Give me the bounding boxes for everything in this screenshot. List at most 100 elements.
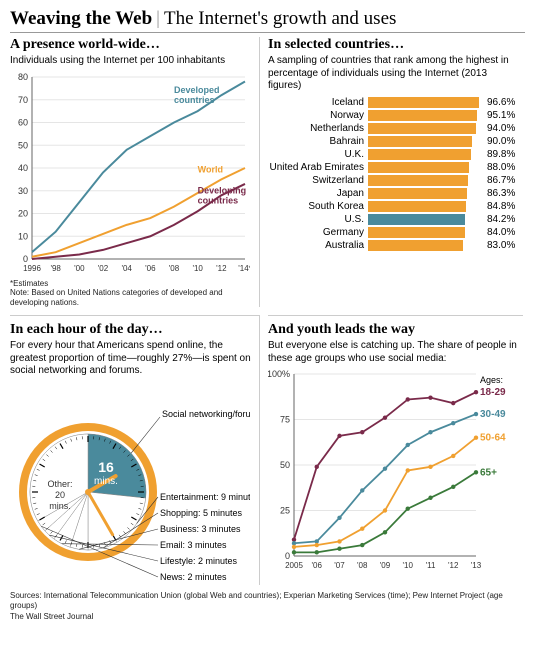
bar-label: Australia <box>268 240 368 251</box>
bar-fill <box>368 149 471 160</box>
bar-fill <box>368 123 476 134</box>
svg-text:Shopping: 5 minutes: Shopping: 5 minutes <box>160 508 243 518</box>
sources: Sources: International Telecommunication… <box>10 591 525 612</box>
svg-text:18-29: 18-29 <box>480 387 506 398</box>
bar-track <box>368 110 483 121</box>
page-header: Weaving the Web | The Internet's growth … <box>10 8 525 33</box>
bar-label: Switzerland <box>268 175 368 186</box>
svg-text:'12: '12 <box>448 561 459 570</box>
svg-text:60: 60 <box>18 117 28 127</box>
svg-text:Developing: Developing <box>198 185 247 195</box>
svg-text:'10: '10 <box>192 264 203 273</box>
panel-c-title: In each hour of the day… <box>10 322 251 338</box>
panel-a-subtitle: Individuals using the Internet per 100 i… <box>10 55 251 68</box>
panel-youth: And youth leads the way But everyone els… <box>268 315 523 585</box>
credit: The Wall Street Journal <box>10 612 525 622</box>
bar-row: South Korea84.8% <box>268 201 523 212</box>
svg-text:'14*: '14* <box>238 264 250 273</box>
bar-row: U.S. 84.2% <box>268 214 523 225</box>
bar-track <box>368 123 483 134</box>
svg-text:'98: '98 <box>50 264 61 273</box>
bar-row: Bahrain90.0% <box>268 136 523 147</box>
svg-text:50: 50 <box>280 460 290 470</box>
bar-track <box>368 97 483 108</box>
svg-text:50: 50 <box>18 140 28 150</box>
bar-row: Australia 83.0% <box>268 240 523 251</box>
svg-text:30: 30 <box>18 185 28 195</box>
svg-text:'08: '08 <box>169 264 180 273</box>
bar-label: U.K. <box>268 149 368 160</box>
svg-text:'06: '06 <box>312 561 323 570</box>
bar-track <box>368 162 483 173</box>
bar-label: Norway <box>268 110 368 121</box>
panel-countries: In selected countries… A sampling of cou… <box>268 37 523 307</box>
bar-label: United Arab Emirates <box>268 162 368 173</box>
bar-track <box>368 201 483 212</box>
svg-text:Email: 3 minutes: Email: 3 minutes <box>160 540 227 550</box>
bar-row: United Arab Emirates 88.0% <box>268 162 523 173</box>
svg-text:'10: '10 <box>403 561 414 570</box>
svg-text:News: 2 minutes: News: 2 minutes <box>160 572 227 582</box>
bar-fill <box>368 240 463 251</box>
svg-text:Social networking/forums: Social networking/forums <box>162 409 250 419</box>
panel-b-subtitle: A sampling of countries that rank among … <box>268 55 523 93</box>
bar-chart-countries: Iceland96.6%Norway95.1%Netherlands94.0%B… <box>268 97 523 251</box>
bar-label: Bahrain <box>268 136 368 147</box>
svg-text:30-49: 30-49 <box>480 409 506 420</box>
bar-fill <box>368 201 466 212</box>
title-separator: | <box>156 8 160 29</box>
bar-value: 96.6% <box>483 97 519 108</box>
bar-label: Japan <box>268 188 368 199</box>
bar-value: 84.0% <box>483 227 519 238</box>
svg-text:'06: '06 <box>145 264 156 273</box>
svg-text:65+: 65+ <box>480 467 497 478</box>
svg-text:'02: '02 <box>98 264 109 273</box>
bar-row: Switzerland86.7% <box>268 175 523 186</box>
svg-text:World: World <box>198 164 223 174</box>
line-chart-ages: 0255075100%2005'06'07'08'09'10'11'12'13A… <box>268 369 518 574</box>
svg-text:Lifestyle: 2 minutes: Lifestyle: 2 minutes <box>160 556 238 566</box>
svg-text:mins.: mins. <box>94 476 118 487</box>
svg-text:Other:: Other: <box>47 479 72 489</box>
bar-value: 89.8% <box>483 149 519 160</box>
svg-text:Developed: Developed <box>174 85 220 95</box>
panel-c-subtitle: For every hour that Americans spend onli… <box>10 340 251 378</box>
svg-text:100%: 100% <box>268 369 290 379</box>
bar-label: Germany <box>268 227 368 238</box>
bar-value: 83.0% <box>483 240 519 251</box>
bar-value: 88.0% <box>483 162 519 173</box>
bar-fill <box>368 136 472 147</box>
title-sub: The Internet's growth and uses <box>164 8 396 29</box>
svg-text:countries: countries <box>198 195 239 205</box>
bar-label: U.S. <box>268 214 368 225</box>
svg-text:'13: '13 <box>471 561 482 570</box>
bar-value: 95.1% <box>483 110 519 121</box>
footer: Sources: International Telecommunication… <box>10 591 525 622</box>
bar-track <box>368 240 483 251</box>
bar-value: 84.2% <box>483 214 519 225</box>
svg-text:Entertainment: 9 minutes: Entertainment: 9 minutes <box>160 492 250 502</box>
panel-d-title: And youth leads the way <box>268 322 523 338</box>
panel-a-note: *Estimates Note: Based on United Nations… <box>10 279 251 308</box>
panel-worldwide: A presence world-wide… Individuals using… <box>10 37 260 307</box>
svg-text:80: 80 <box>18 72 28 82</box>
svg-text:10: 10 <box>18 231 28 241</box>
svg-text:0: 0 <box>23 254 28 264</box>
svg-text:'00: '00 <box>74 264 85 273</box>
bar-fill <box>368 110 477 121</box>
bar-value: 84.8% <box>483 201 519 212</box>
svg-text:75: 75 <box>280 415 290 425</box>
svg-text:'12: '12 <box>216 264 227 273</box>
bar-row: Japan86.3% <box>268 188 523 199</box>
bar-fill <box>368 188 467 199</box>
line-chart-worldwide: 010203040506070801996'98'00'02'04'06'08'… <box>10 72 250 277</box>
bar-track <box>368 136 483 147</box>
bar-fill <box>368 175 468 186</box>
panel-d-subtitle: But everyone else is catching up. The sh… <box>268 340 523 365</box>
bar-fill <box>368 214 465 225</box>
clock-pie-chart: 16mins.Other:20mins.Social networking/fo… <box>10 382 250 582</box>
bar-value: 94.0% <box>483 123 519 134</box>
bar-track <box>368 149 483 160</box>
bar-track <box>368 227 483 238</box>
bar-track <box>368 175 483 186</box>
